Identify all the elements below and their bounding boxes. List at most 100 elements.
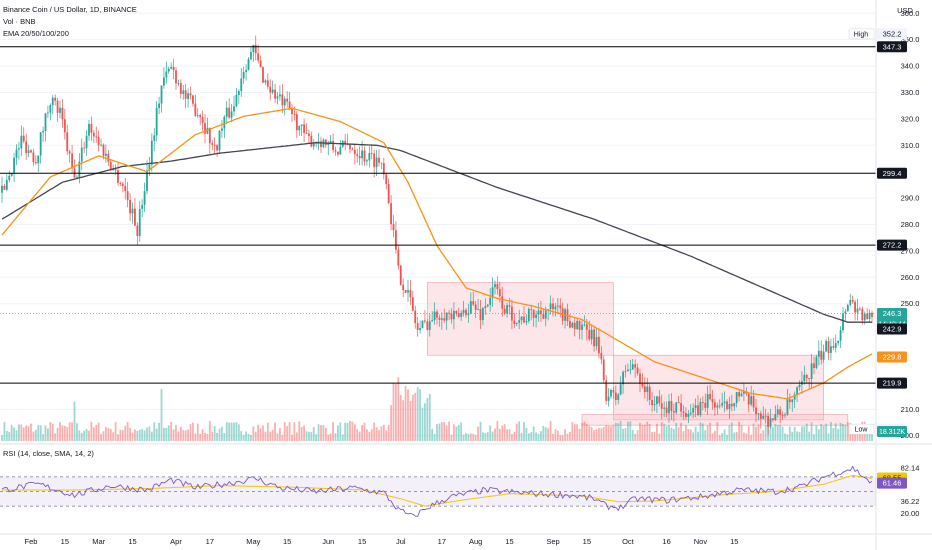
volume-bar (786, 434, 789, 441)
candle-body (22, 135, 25, 142)
low-label-bg (848, 423, 875, 435)
rsi-legend[interactable]: RSI (14, close, SMA, 14, 2) (3, 449, 94, 458)
volume-bar (438, 423, 441, 441)
volume-bar (474, 434, 477, 441)
volume-bar (834, 423, 837, 441)
rsi-value-tag-bg (877, 477, 907, 489)
volume-bar (467, 433, 470, 441)
x-tick-label: 15 (730, 537, 738, 546)
rsi-upper-label: 82.14 (901, 464, 920, 473)
volume-bar (288, 422, 291, 441)
volume-bar (730, 422, 733, 441)
volume-bar (56, 427, 59, 441)
candle-body (34, 162, 37, 164)
candle-body (607, 396, 610, 401)
volume-bar (334, 433, 337, 441)
volume-bar (192, 422, 194, 441)
ema200-tag: 242.9 (883, 325, 902, 334)
candle-body (184, 90, 187, 99)
volume-bar (784, 433, 786, 441)
volume-bar (598, 428, 600, 441)
candle-body (457, 313, 460, 317)
volume-bar (97, 422, 100, 441)
volume-bar (559, 434, 562, 441)
candle-body (119, 182, 122, 184)
volume-bar (503, 424, 506, 441)
volume-bar (189, 423, 192, 441)
volume-bar (385, 430, 388, 441)
volume-bar (426, 398, 429, 441)
volume-bar (564, 429, 566, 441)
candle-body (559, 305, 562, 309)
volume-bar (588, 425, 591, 441)
candle-body (324, 139, 327, 146)
candle-body (721, 402, 724, 406)
candle-body (651, 400, 653, 406)
volume-bar (119, 429, 122, 441)
volume-bar (286, 426, 289, 441)
candle-body (718, 405, 721, 407)
candle-body (218, 130, 221, 151)
candle-body (672, 411, 675, 413)
volume-legend[interactable]: Vol · BNB (3, 17, 36, 26)
volume-bar (735, 432, 738, 441)
volume-bar (511, 434, 513, 441)
volume-bar (78, 430, 81, 441)
volume-bar (803, 426, 806, 441)
volume-bar (832, 427, 835, 441)
candle-body (61, 107, 64, 120)
y-tick-label: 360.0 (901, 9, 920, 18)
candle-body (105, 153, 107, 156)
candle-body (486, 304, 489, 307)
candle-body (641, 383, 644, 387)
volume-bar (747, 426, 750, 441)
volume-bar (704, 430, 707, 441)
candle-body (772, 418, 774, 421)
consolidation-zone (613, 354, 824, 421)
symbol-legend[interactable]: Binance Coin / US Dollar, 1D, BINANCE (3, 5, 137, 14)
x-tick-label: 15 (583, 537, 591, 546)
candle-body (506, 305, 508, 314)
volume-bar (617, 423, 620, 441)
level-tag: 219.9 (883, 379, 902, 388)
volume-bar (455, 426, 458, 441)
ema50-line (1, 107, 873, 400)
candle-body (283, 98, 286, 106)
candle-body (78, 161, 81, 177)
candle-body (798, 384, 801, 388)
volume-bar (648, 423, 651, 441)
candle-body (849, 300, 852, 305)
candle-body (407, 290, 409, 293)
candle-body (813, 363, 815, 368)
candle-body (622, 371, 624, 385)
volume-bar (668, 425, 670, 441)
candle-body (56, 100, 59, 113)
candle-body (351, 149, 354, 151)
volume-bar (204, 432, 206, 441)
volume-bar (762, 430, 765, 441)
candle-body (42, 131, 44, 133)
ema-legend[interactable]: EMA 20/50/100/200 (3, 29, 69, 38)
volume-bar (508, 429, 511, 441)
candle-body (358, 156, 361, 159)
candle-body (784, 414, 786, 416)
candle-body (121, 183, 124, 186)
volume-bar (264, 431, 267, 441)
volume-bar (796, 431, 798, 441)
volume-bar (479, 421, 482, 441)
volume-bar (844, 424, 847, 441)
candle-body (827, 341, 830, 353)
volume-bar (399, 394, 402, 441)
candle-body (83, 147, 86, 149)
high-label: High (854, 31, 869, 38)
candle-body (291, 108, 293, 114)
candle-body (443, 318, 446, 321)
candle-body (414, 310, 417, 324)
volume-bar (170, 421, 173, 441)
candle-body (793, 394, 796, 400)
candle-body (68, 151, 71, 154)
volume-bar (237, 424, 240, 441)
candle-body (680, 403, 682, 412)
candle-body (100, 144, 102, 146)
